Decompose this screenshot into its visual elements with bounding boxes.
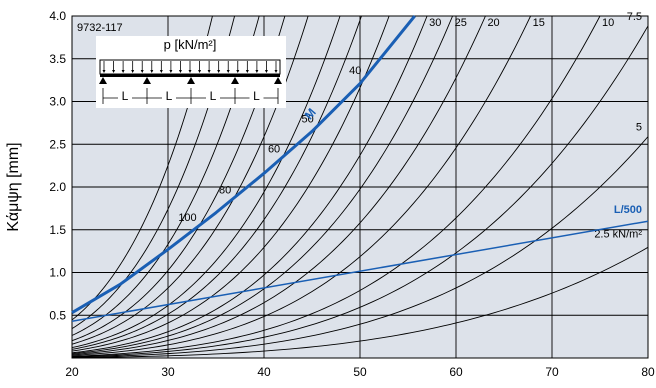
curve-label: 15 [533,17,545,29]
load-curve [71,15,428,354]
load-arrowhead [140,70,144,73]
load-curve [71,15,286,342]
beam [100,74,280,77]
load-arrowhead [245,70,249,73]
load-curve [71,15,601,357]
moment-limit-line [71,15,416,314]
load-arrowhead [274,70,278,73]
load-curve [71,15,362,350]
load-arrowhead [178,70,182,73]
curve-label: 2.5 kN/m² [594,228,642,240]
load-arrowhead [264,70,268,73]
curve-label: 20 [487,17,499,29]
load-label: p [kN/m²] [164,37,217,52]
y-tick-label: 3.0 [49,95,66,109]
y-tick-label: 1.0 [49,266,66,280]
load-arrowhead [150,70,154,73]
load-curve [71,15,531,356]
curve-label: 40 [349,65,361,77]
span-label-bg [206,89,220,103]
y-tick-label: 0.5 [49,308,66,322]
load-curves [71,15,649,359]
x-tick-label: 30 [161,365,175,379]
load-arrowhead [217,70,221,73]
curve-label: 80 [219,185,231,197]
curve-label: 60 [268,144,280,156]
x-tick-label: 60 [449,365,463,379]
beam-inset: p [kN/m²] L L L L [96,36,286,108]
load-arrowhead [255,70,259,73]
axis-ticks: 20 30 40 50 60 70 80 0.5 1.0 1.5 2.0 2.5 3.0 3.5 4.0 [49,9,655,379]
span-label: L [253,89,260,103]
span-label-bg [118,89,132,103]
load-curve [71,15,390,352]
y-tick-label: 2.5 [49,137,66,151]
load-curve [71,136,649,358]
x-tick-label: 50 [353,365,367,379]
load-arrowhead [131,70,135,73]
figure-code: 9732-117 [77,22,123,34]
load-arrowhead [188,70,192,73]
curve-label: 50 [302,114,314,126]
load-arrowhead [159,70,163,73]
l500-limit-line [71,220,649,322]
y-tick-label: 2.0 [49,180,66,194]
span-label: L [122,89,129,103]
load-curve [71,15,454,355]
load-curve [71,25,649,358]
x-tick-label: 20 [65,365,79,379]
x-tick-label: 70 [545,365,559,379]
load-curve [71,15,260,336]
curve-labels: 2.5 kN/m² 5 7.5 10 15 20 25 30 40 50 60 80 100 [178,11,642,240]
span-label: L [210,89,217,103]
support-triangle [143,77,151,84]
load-curve [71,246,649,359]
load-arrowhead [169,70,173,73]
load-arrowhead [236,70,240,73]
load-arrowhead [121,70,125,73]
curve-label: 5 [636,122,642,134]
load-arrowhead [102,70,106,73]
limit-label: L/500 [614,204,642,216]
span-label-bg [249,89,264,103]
support-triangle [187,77,195,84]
y-tick-label: 3.5 [49,52,66,66]
support-triangle [99,77,107,84]
support-triangle [274,77,282,84]
x-tick-label: 80 [641,365,655,379]
load-curve [71,15,309,345]
load-curve [71,15,341,349]
curve-label: 30 [429,17,441,29]
load-curve [71,15,486,355]
y-tick-label: 1.5 [49,223,66,237]
load-curve [71,15,236,329]
curve-label: 7.5 [627,11,642,23]
span-label: L [166,89,173,103]
load-arrowhead [112,70,116,73]
load-arrowhead [226,70,230,73]
support-triangle [231,77,239,84]
load-arrowhead [207,70,211,73]
curve-label: 100 [178,212,196,224]
y-tick-label: 4.0 [49,9,66,23]
curve-label: 25 [455,17,467,29]
load-arrowhead [198,70,202,73]
curve-label: 10 [602,17,614,29]
span-label-bg [162,89,176,103]
y-axis-label: Κάμψη [mm] [5,142,22,231]
x-tick-label: 40 [257,365,271,379]
